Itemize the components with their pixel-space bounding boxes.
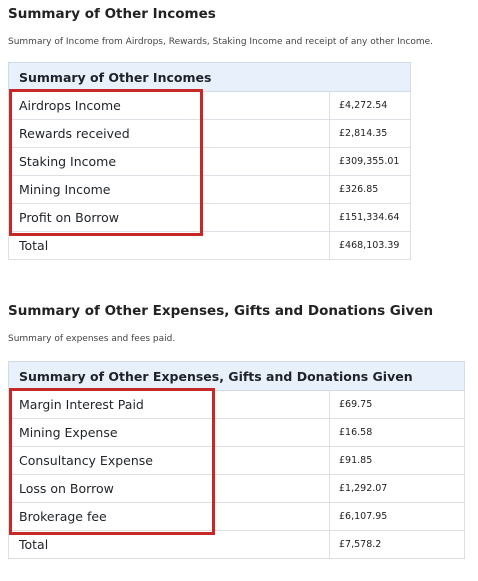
row-amount: £91.85 xyxy=(328,446,466,475)
total-label: Total xyxy=(8,231,330,260)
table-row: Margin Interest Paid £69.75 xyxy=(8,390,466,419)
expenses-table: Summary of Other Expenses, Gifts and Don… xyxy=(7,361,466,559)
total-row: Total £7,578.2 xyxy=(8,530,466,559)
row-label: Brokerage fee xyxy=(8,502,330,531)
table-header-row: Summary of Other Expenses, Gifts and Don… xyxy=(7,361,466,391)
row-amount: £2,814.35 xyxy=(328,119,412,148)
row-amount: £309,355.01 xyxy=(328,147,412,176)
table-row: Mining Income £326.85 xyxy=(8,175,412,204)
total-row: Total £468,103.39 xyxy=(8,231,412,260)
table-header-row: Summary of Other Incomes xyxy=(7,62,412,92)
incomes-heading: Summary of Other Incomes xyxy=(8,6,216,22)
row-amount: £326.85 xyxy=(328,175,412,204)
incomes-table: Summary of Other Incomes Airdrops Income… xyxy=(7,62,412,260)
row-amount: £6,107.95 xyxy=(328,502,466,531)
row-amount: £69.75 xyxy=(328,390,466,419)
row-label: Profit on Borrow xyxy=(8,203,330,232)
row-amount: £16.58 xyxy=(328,418,466,447)
table-row: Loss on Borrow £1,292.07 xyxy=(8,474,466,503)
total-amount: £468,103.39 xyxy=(328,231,412,260)
row-amount: £151,334.64 xyxy=(328,203,412,232)
total-amount: £7,578.2 xyxy=(328,530,466,559)
row-amount: £1,292.07 xyxy=(328,474,466,503)
table-row: Airdrops Income £4,272.54 xyxy=(8,91,412,120)
table-row: Consultancy Expense £91.85 xyxy=(8,446,466,475)
row-label: Margin Interest Paid xyxy=(8,390,330,419)
table-row: Profit on Borrow £151,334.64 xyxy=(8,203,412,232)
row-label: Mining Income xyxy=(8,175,330,204)
incomes-table-title: Summary of Other Incomes xyxy=(7,62,412,92)
table-row: Staking Income £309,355.01 xyxy=(8,147,412,176)
expenses-table-title: Summary of Other Expenses, Gifts and Don… xyxy=(7,361,466,391)
table-row: Rewards received £2,814.35 xyxy=(8,119,412,148)
expenses-heading: Summary of Other Expenses, Gifts and Don… xyxy=(8,303,434,319)
row-label: Staking Income xyxy=(8,147,330,176)
expenses-description: Summary of expenses and fees paid. xyxy=(8,334,176,344)
row-label: Airdrops Income xyxy=(8,91,330,120)
table-row: Brokerage fee £6,107.95 xyxy=(8,502,466,531)
row-amount: £4,272.54 xyxy=(328,91,412,120)
incomes-description: Summary of Income from Airdrops, Rewards… xyxy=(8,37,434,47)
row-label: Consultancy Expense xyxy=(8,446,330,475)
row-label: Loss on Borrow xyxy=(8,474,330,503)
table-row: Mining Expense £16.58 xyxy=(8,418,466,447)
total-label: Total xyxy=(8,530,330,559)
row-label: Rewards received xyxy=(8,119,330,148)
row-label: Mining Expense xyxy=(8,418,330,447)
